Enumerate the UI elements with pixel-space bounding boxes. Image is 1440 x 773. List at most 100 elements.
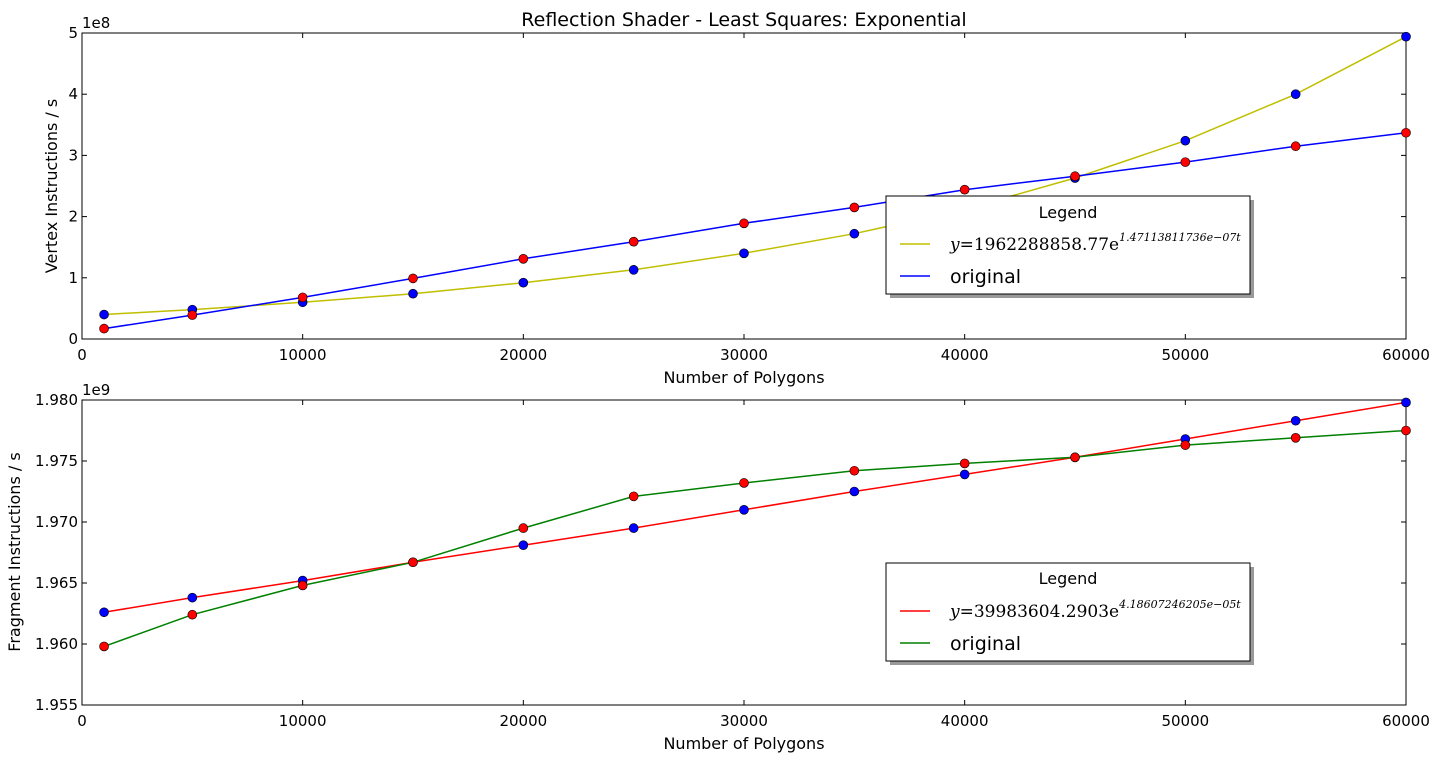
vertex-y-axis-label: Vertex Instructions / s (42, 99, 61, 273)
fragment-y-tick-label: 1.960 (35, 635, 78, 653)
fragment-series-1-point (1070, 452, 1080, 463)
vertex-y-tick-label: 4 (68, 85, 78, 103)
vertex-y-tick-label: 3 (68, 146, 78, 164)
vertex-series-1-point (187, 310, 198, 320)
fragment-legend-box (885, 562, 1251, 662)
vertex-series-1-point (628, 236, 639, 247)
fragment-fit-prefix: y (949, 602, 960, 622)
fragment-series-0-point (518, 540, 529, 550)
vertex-legend-fit-label: y=1962288858.77e1.47113811736e−07t (949, 231, 1241, 255)
fragment-y-tick-label: 1.955 (35, 696, 78, 714)
fragment-series-1-point (1180, 440, 1191, 450)
fragment-series-1-point (739, 478, 749, 488)
vertex-series-1-point (408, 273, 418, 284)
vertex-series-0-point (518, 277, 529, 288)
fragment-series-0-point (849, 486, 860, 497)
vertex-x-tick-label: 20000 (499, 346, 547, 364)
vertex-fit-prefix: y (949, 235, 960, 255)
fragment-series-1-point (408, 557, 418, 568)
vertex-series-1-point (959, 184, 970, 195)
vertex-series-1-point (1290, 141, 1301, 152)
fragment-series-0-point (1290, 415, 1301, 426)
fragment-y-tick-label: 1.965 (35, 574, 78, 592)
fragment-series-0-point (99, 607, 109, 618)
fragment-series-1-point (1401, 425, 1411, 436)
fragment-series-1-point (297, 580, 308, 591)
fragment-y-tick-label: 1.975 (35, 452, 78, 470)
fragment-series-1-point (187, 609, 198, 620)
vertex-y-tick-label: 0 (68, 330, 78, 348)
fragment-fit-eq: =39983604.2903e (960, 602, 1120, 622)
fragment-series-1-point (849, 465, 860, 476)
vertex-series-0-point (1290, 89, 1301, 99)
vertex-series-0-point (628, 265, 639, 275)
fragment-x-axis-label: Number of Polygons (663, 734, 824, 753)
fragment-x-tick-label: 10000 (279, 712, 327, 730)
fragment-series-1-point (99, 641, 109, 652)
vertex-legend: Legend y=1962288858.77e1.47113811736e−07… (885, 195, 1254, 298)
vertex-series-0-point (739, 248, 749, 259)
vertex-x-axis-label: Number of Polygons (663, 368, 824, 387)
vertex-series-1-point (849, 202, 860, 213)
fragment-series-0-point (1401, 397, 1411, 408)
vertex-series-1-point (1180, 157, 1191, 167)
fragment-series-1-point (628, 491, 639, 502)
fragment-x-tick-label: 40000 (941, 712, 989, 730)
vertex-series-1-point (297, 292, 308, 303)
vertex-series-0-point (408, 288, 418, 299)
fragment-x-tick-label: 60000 (1382, 712, 1430, 730)
fragment-series-0-point (628, 523, 639, 533)
vertex-series-1-point (1401, 127, 1411, 138)
fragment-x-tick-label: 30000 (720, 712, 768, 730)
vertex-fit-eq: =1962288858.77e (960, 235, 1120, 255)
vertex-y-tick-label: 2 (68, 208, 78, 226)
fragment-legend: Legend y=39983604.2903e4.18607246205e−05… (885, 562, 1254, 665)
vertex-y-tick-label: 1 (68, 269, 78, 287)
fragment-offset-text: 1e9 (82, 381, 110, 399)
vertex-panel: 0 10000 20000 30000 40000 50000 60000 0 1 2 3 4 5 1e… (42, 14, 1430, 387)
fragment-x-tick-label: 50000 (1161, 712, 1209, 730)
vertex-series-1-point (1070, 171, 1080, 182)
vertex-series-0-point (1180, 135, 1191, 146)
vertex-x-tick-label: 60000 (1382, 346, 1430, 364)
vertex-offset-text: 1e8 (82, 14, 110, 32)
vertex-x-tick-label: 40000 (941, 346, 989, 364)
vertex-series-1-point (739, 218, 749, 229)
fragment-plot-area (81, 399, 1407, 706)
fragment-legend-fit-label: y=39983604.2903e4.18607246205e−05t (949, 598, 1241, 622)
fragment-series-1-point (1290, 433, 1301, 443)
chart-title: Reflection Shader - Least Squares: Expon… (521, 9, 966, 31)
vertex-y-tick-label: 5 (68, 24, 78, 42)
vertex-series-1-point (518, 254, 529, 264)
vertex-legend-box (885, 195, 1251, 295)
fragment-series-0-point (187, 592, 198, 603)
vertex-series-0-point (849, 228, 860, 239)
fragment-ticks: 0 10000 20000 30000 40000 50000 60000 1.955 1.96… (35, 391, 1430, 730)
fragment-series-1-point (518, 523, 529, 533)
vertex-legend-title: Legend (1039, 203, 1098, 222)
vertex-legend-original-label: original (950, 266, 1021, 288)
fragment-series-1-point (959, 458, 970, 469)
vertex-x-tick-label: 0 (77, 346, 87, 364)
vertex-x-tick-label: 10000 (279, 346, 327, 364)
vertex-series-0-point (1401, 31, 1411, 42)
vertex-fit-exp: 1.47113811736e−07t (1119, 231, 1241, 244)
fragment-markers (99, 397, 1411, 652)
vertex-x-tick-label: 50000 (1161, 346, 1209, 364)
fragment-fit-exp: 4.18607246205e−05t (1118, 598, 1241, 611)
fragment-legend-title: Legend (1039, 569, 1098, 588)
fragment-y-tick-label: 1.970 (35, 513, 78, 531)
fragment-y-axis-label: Fragment Instructions / s (5, 452, 24, 651)
fragment-x-tick-label: 0 (77, 712, 87, 730)
vertex-series-0-point (99, 309, 109, 320)
vertex-series-1-point (99, 323, 109, 334)
fragment-series-0-point (959, 469, 970, 480)
fragment-y-tick-label: 1.980 (35, 391, 78, 409)
fragment-x-tick-label: 20000 (499, 712, 547, 730)
fragment-legend-original-label: original (950, 633, 1021, 655)
vertex-x-tick-label: 30000 (720, 346, 768, 364)
fragment-series-0-point (739, 504, 749, 515)
fragment-panel: 0 10000 20000 30000 40000 50000 60000 1.955 1.96… (5, 381, 1430, 753)
vertex-ticks: 0 10000 20000 30000 40000 50000 60000 0 1 2 3 4 5 (68, 24, 1429, 364)
